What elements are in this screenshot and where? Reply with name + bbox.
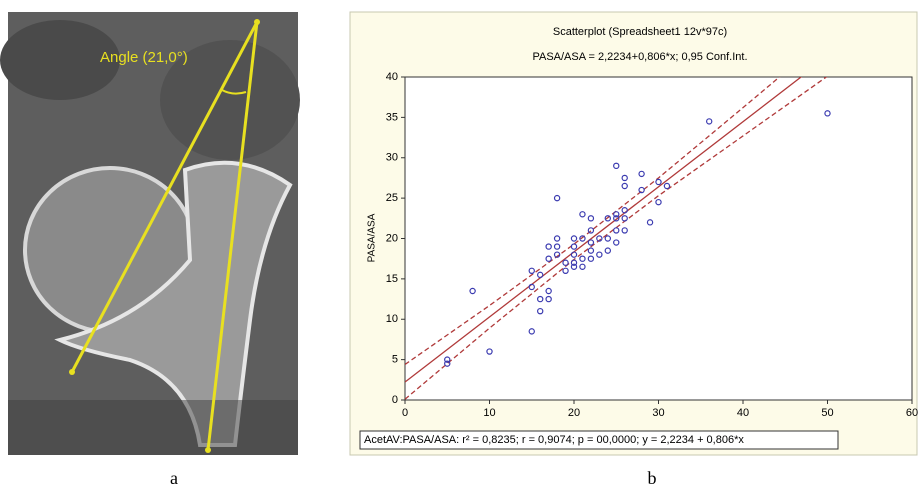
data-point xyxy=(655,178,662,186)
data-point xyxy=(579,211,586,218)
data-point xyxy=(528,283,535,291)
data-point xyxy=(570,259,578,266)
data-point xyxy=(596,251,603,258)
fit-line xyxy=(405,77,803,383)
data-point xyxy=(570,251,578,258)
data-point xyxy=(621,227,628,234)
data-point xyxy=(638,170,645,178)
data-point xyxy=(824,110,831,117)
data-point xyxy=(579,263,586,270)
data-point xyxy=(528,328,535,335)
x-tick-label: 20 xyxy=(568,407,580,419)
y-tick-label: 5 xyxy=(392,354,398,366)
data-point xyxy=(553,194,561,202)
data-point xyxy=(528,267,535,274)
data-point xyxy=(621,215,628,222)
plot-content xyxy=(405,77,831,400)
y-tick-label: 0 xyxy=(392,394,398,406)
ct-image xyxy=(0,12,300,455)
data-point xyxy=(613,162,620,170)
data-point xyxy=(469,287,476,295)
y-axis-label: PASA/ASA xyxy=(367,213,378,262)
panel-label: a xyxy=(170,468,178,488)
data-point xyxy=(562,267,569,274)
y-tick-label: 10 xyxy=(386,313,398,325)
data-point xyxy=(553,243,561,250)
data-point xyxy=(706,118,713,125)
data-point xyxy=(613,215,620,222)
data-point xyxy=(486,348,493,355)
angle-annotation: Angle (21,0°) xyxy=(100,49,188,66)
x-tick-label: 50 xyxy=(821,407,833,419)
plot-area xyxy=(404,76,913,401)
data-point xyxy=(545,255,552,262)
y-tick-label: 40 xyxy=(386,71,398,83)
data-point xyxy=(587,239,595,246)
data-point xyxy=(613,239,620,246)
y-tick-label: 35 xyxy=(386,111,398,123)
data-point xyxy=(579,255,586,262)
x-tick-label: 0 xyxy=(402,407,408,419)
chart-subtitle: PASA/ASA = 2,2234+0,806*x; 0,95 Conf.Int… xyxy=(532,51,747,63)
data-point xyxy=(621,182,628,190)
panel-label: b xyxy=(648,468,657,488)
data-point xyxy=(587,247,595,254)
confidence-band xyxy=(405,77,781,366)
data-point xyxy=(537,295,544,303)
data-point xyxy=(663,182,671,190)
data-point xyxy=(613,211,620,218)
data-point xyxy=(545,287,552,295)
data-point xyxy=(621,207,628,214)
chart-title: Scatterplot (Spreadsheet1 12v*97c) xyxy=(553,26,727,38)
data-point xyxy=(604,247,612,254)
data-point xyxy=(537,271,544,279)
data-point xyxy=(638,186,645,194)
data-point xyxy=(570,243,578,250)
footer-box xyxy=(359,430,839,450)
data-point xyxy=(562,259,569,266)
data-point xyxy=(444,360,451,367)
data-point xyxy=(596,235,603,242)
data-point xyxy=(553,235,561,242)
data-point xyxy=(545,295,552,303)
data-point xyxy=(444,356,451,363)
data-point xyxy=(587,215,595,222)
data-point xyxy=(587,227,595,234)
x-tick-label: 30 xyxy=(652,407,664,419)
data-point xyxy=(553,251,561,258)
data-point xyxy=(646,219,654,226)
data-point xyxy=(570,263,578,270)
y-tick-label: 20 xyxy=(386,232,398,244)
data-point xyxy=(570,235,578,242)
data-point xyxy=(621,174,628,182)
data-point xyxy=(655,198,662,206)
data-point xyxy=(587,255,595,262)
data-point xyxy=(537,307,544,315)
y-tick-label: 25 xyxy=(386,192,398,204)
data-point xyxy=(545,243,552,250)
data-point xyxy=(579,235,586,242)
data-point xyxy=(613,227,620,234)
y-tick-label: 30 xyxy=(386,152,398,164)
y-tick-label: 15 xyxy=(386,273,398,285)
x-tick-label: 60 xyxy=(906,407,918,419)
data-point xyxy=(604,235,612,242)
footer-text: AcetAV:PASA/ASA: r² = 0,8235; r = 0,9074… xyxy=(364,434,744,446)
x-tick-label: 10 xyxy=(483,407,495,419)
x-tick-label: 40 xyxy=(737,407,749,419)
data-point xyxy=(604,215,612,222)
